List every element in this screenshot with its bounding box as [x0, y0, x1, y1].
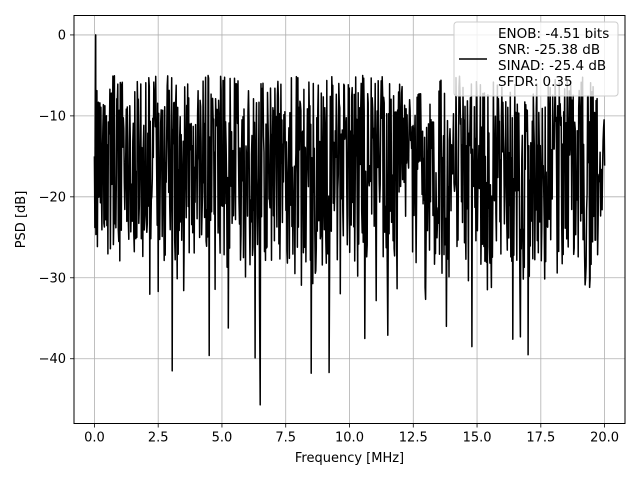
x-tick-label: 7.5 — [275, 431, 296, 446]
x-axis-label: Frequency [MHz] — [295, 451, 404, 466]
x-tick-label: 12.5 — [399, 431, 428, 446]
legend-entry-label: ENOB: -4.51 bits SNR: -25.38 dB SINAD: -25… — [498, 26, 609, 90]
plot-area — [93, 34, 606, 406]
legend-text-line: SNR: -25.38 dB — [498, 42, 600, 58]
x-tick-label: 5.0 — [212, 431, 233, 446]
y-axis-label: PSD [dB] — [14, 191, 29, 249]
y-axis-ticks: 0 −10 −20 −30 −40 — [39, 28, 74, 367]
x-tick-label: 2.5 — [148, 431, 169, 446]
legend-text-line: ENOB: -4.51 bits — [498, 26, 609, 42]
x-axis-ticks: 0.0 2.5 5.0 7.5 10.0 12.5 15.0 17.5 20.0 — [84, 423, 619, 446]
y-tick-label: −20 — [39, 190, 66, 205]
y-tick-label: −30 — [39, 271, 66, 286]
legend-text-line: SFDR: 0.35 — [498, 74, 573, 90]
y-tick-label: −40 — [39, 352, 66, 367]
legend-box — [453, 21, 619, 97]
y-tick-label: 0 — [58, 28, 66, 43]
y-tick-label: −10 — [39, 109, 66, 124]
x-tick-label: 10.0 — [335, 431, 364, 446]
x-tick-label: 20.0 — [590, 431, 619, 446]
psd-series-line — [93, 34, 606, 406]
legend: ENOB: -4.51 bits SNR: -25.38 dB SINAD: -25… — [453, 21, 619, 97]
legend-text-line: SINAD: -25.4 dB — [498, 58, 606, 74]
x-tick-label: 0.0 — [84, 431, 105, 446]
x-tick-label: 15.0 — [463, 431, 492, 446]
x-tick-label: 17.5 — [526, 431, 555, 446]
